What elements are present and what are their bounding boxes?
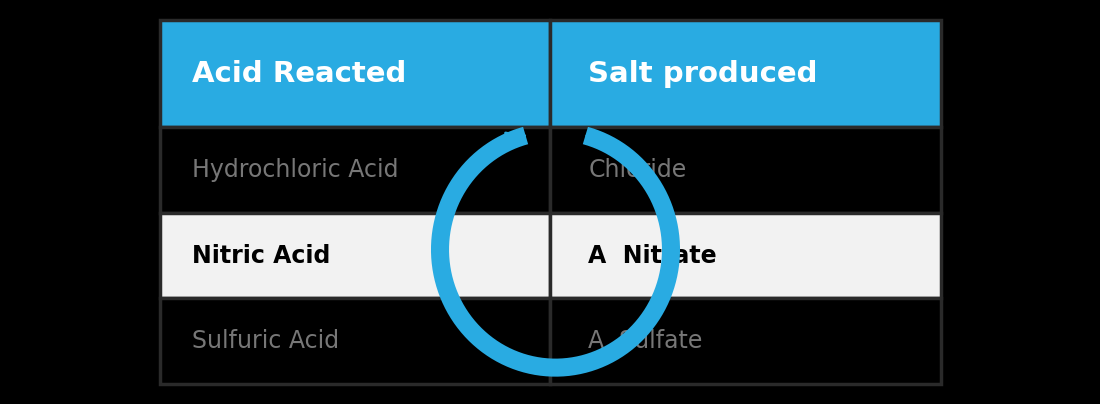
Text: Acid Reacted: Acid Reacted	[192, 60, 407, 88]
Text: A  Sulfate: A Sulfate	[588, 329, 703, 353]
Bar	[550, 128, 940, 213]
Text: A  Nitrate: A Nitrate	[588, 244, 717, 267]
Bar	[550, 298, 940, 384]
Text: Salt produced: Salt produced	[588, 60, 818, 88]
Text: Nitric Acid: Nitric Acid	[192, 244, 331, 267]
Bar	[160, 213, 550, 298]
Text: Hydrochloric Acid: Hydrochloric Acid	[192, 158, 399, 182]
Text: Sulfuric Acid: Sulfuric Acid	[192, 329, 340, 353]
Bar	[160, 128, 550, 213]
Bar	[160, 20, 550, 128]
Bar	[550, 213, 940, 298]
Bar	[160, 298, 550, 384]
Text: Chloride: Chloride	[588, 158, 686, 182]
Bar	[550, 20, 940, 128]
